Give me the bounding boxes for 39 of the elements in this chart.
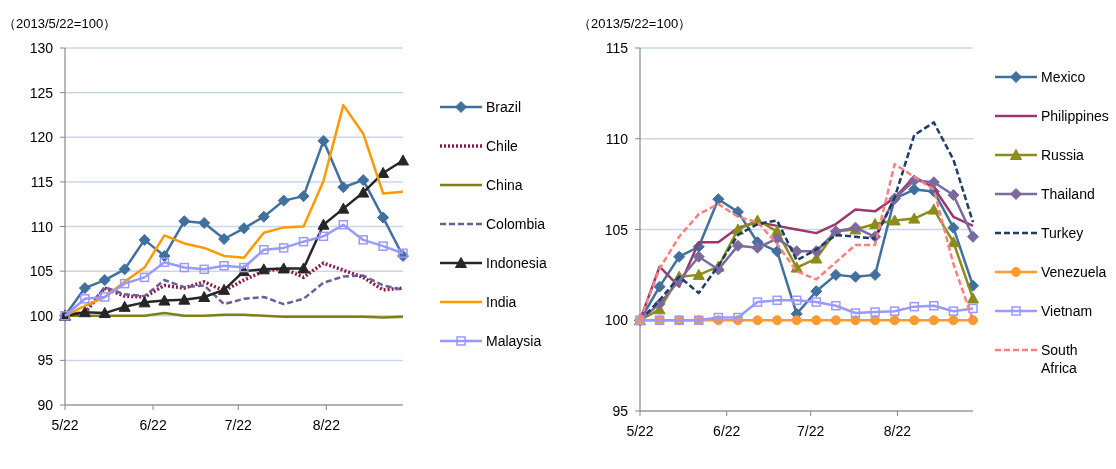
y-tick-label: 90 <box>37 397 54 413</box>
legend-label: Vietnam <box>1041 303 1093 319</box>
x-tick-label: 7/22 <box>224 417 253 433</box>
y-axis-title: （2013/5/22=100） <box>3 16 117 31</box>
x-tick-label: 5/22 <box>51 417 79 433</box>
x-tick-label: 5/22 <box>626 423 654 439</box>
y-tick-label: 125 <box>29 84 54 101</box>
y-axis-title: （2013/5/22=100） <box>578 16 692 31</box>
legend-label: Malaysia <box>486 333 542 349</box>
x-tick-label: 7/22 <box>797 423 825 439</box>
x-tick-label: 8/22 <box>883 423 912 439</box>
legend-label: Colombia <box>486 216 546 232</box>
legend-label: Philippines <box>1041 108 1109 124</box>
legend-label: Thailand <box>1041 186 1095 202</box>
legend-label: Indonesia <box>486 255 547 271</box>
legend-label: China <box>486 177 523 193</box>
y-tick-label: 120 <box>29 129 54 146</box>
legend-label: Turkey <box>1041 225 1084 241</box>
y-tick-label: 115 <box>605 40 629 56</box>
y-tick-label: 130 <box>29 40 54 56</box>
y-tick-label: 100 <box>604 312 629 329</box>
y-tick-label: 115 <box>30 173 54 190</box>
x-tick-label: 8/22 <box>312 417 341 433</box>
y-tick-label: 100 <box>29 307 54 324</box>
legend-label: Brazil <box>486 99 522 115</box>
legend-label: Mexico <box>1041 69 1086 85</box>
y-tick-label: 95 <box>612 403 629 419</box>
legend-label: India <box>486 294 517 310</box>
y-tick-label: 110 <box>30 218 54 235</box>
y-tick-label: 105 <box>29 263 54 280</box>
legend-label: South Africa <box>1041 342 1078 376</box>
y-tick-label: 95 <box>37 352 54 369</box>
legend-label: Russia <box>1041 147 1085 163</box>
legend-label: Chile <box>486 138 519 154</box>
y-tick-label: 105 <box>604 221 629 238</box>
x-tick-label: 6/22 <box>713 423 741 439</box>
legend-label: Venezuela <box>1041 264 1107 280</box>
y-tick-label: 110 <box>605 130 629 147</box>
x-tick-label: 6/22 <box>139 417 167 433</box>
